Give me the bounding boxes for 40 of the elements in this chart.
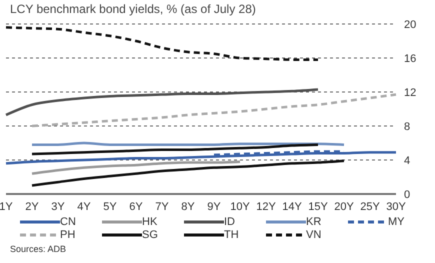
line-series (4, 151, 398, 165)
legend-label: CN (60, 216, 76, 228)
x-tick-label: 25Y (360, 200, 380, 213)
y-tick-label: 12 (404, 86, 416, 99)
y-tick-label: 20 (404, 18, 416, 31)
x-tick-label: 7Y (155, 200, 170, 213)
chart-title: LCY benchmark bond yields, % (as of July 28) (9, 1, 257, 16)
x-tick-label: 12Y (256, 200, 276, 213)
legend-label: KR (306, 216, 322, 228)
legend-label: VN (306, 229, 322, 241)
x-tick-label: 6Y (129, 200, 144, 213)
legend-label: SG (142, 229, 158, 241)
x-tick-label: 5Y (103, 200, 118, 213)
x-tick-label: 3Y (51, 200, 66, 213)
y-tick-label: 16 (404, 52, 416, 65)
y-tick-label: 8 (404, 120, 410, 133)
x-tick-label: 1Y (0, 200, 14, 213)
line-series (30, 143, 320, 156)
legend-label: HK (142, 216, 158, 228)
line-series (4, 88, 320, 116)
line-series (4, 26, 320, 61)
x-tick-label: 20Y (334, 200, 354, 213)
x-tick-label: 4Y (77, 200, 92, 213)
legend-label: MY (388, 216, 404, 228)
legend-label: TH (224, 229, 239, 241)
line-series (30, 160, 346, 187)
x-tick-label: 2Y (25, 200, 40, 213)
x-tick-label: 30Y (386, 200, 406, 213)
x-tick-label: 15Y (308, 200, 328, 213)
legend-label: PH (60, 229, 76, 241)
line-series (30, 160, 242, 175)
line-series (30, 93, 398, 128)
y-tick-label: 4 (404, 154, 410, 167)
y-tick-label: 0 (404, 188, 410, 201)
x-tick-label: 9Y (207, 200, 222, 213)
source-note: Sources: ADB (9, 243, 68, 254)
x-tick-label: 8Y (181, 200, 196, 213)
legend-label: ID (224, 216, 235, 228)
x-tick-label: 10Y (230, 200, 250, 213)
x-tick-label: 14Y (282, 200, 302, 213)
